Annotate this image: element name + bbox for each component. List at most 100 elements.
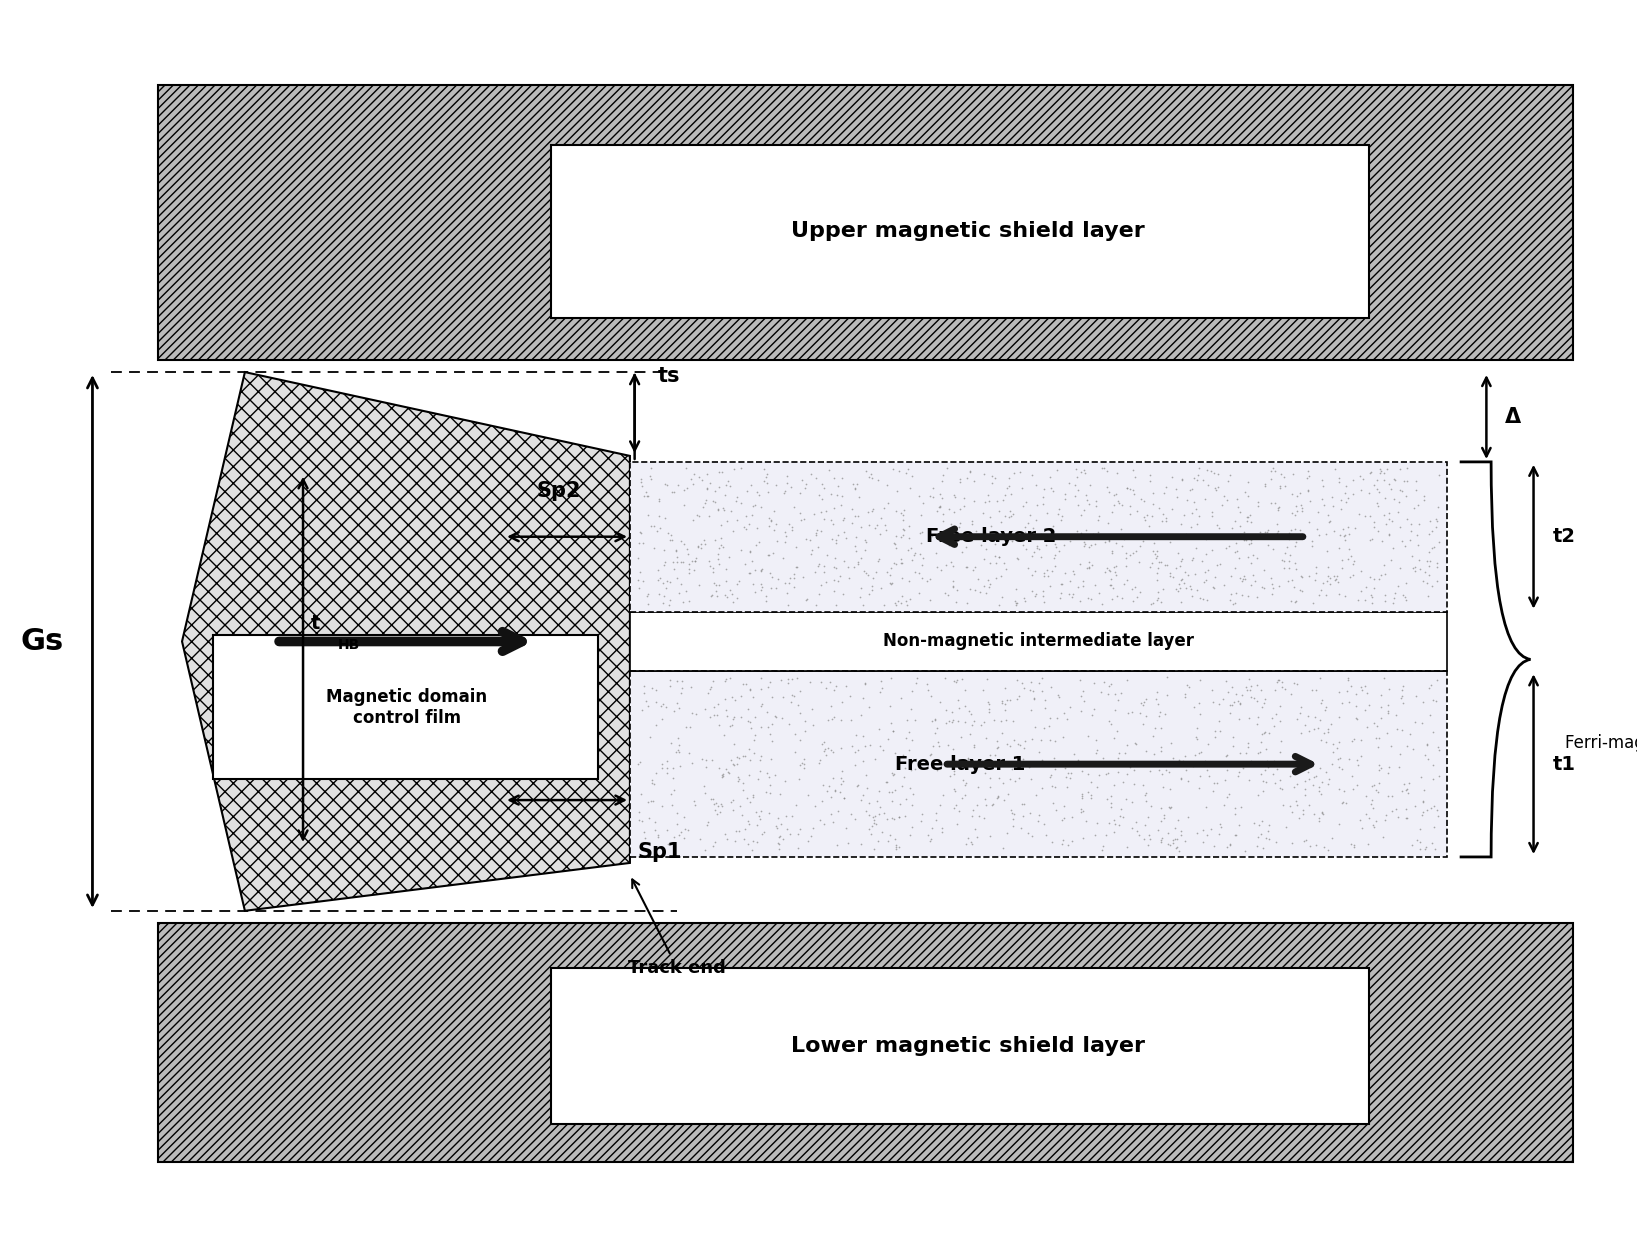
Point xyxy=(781,567,807,587)
Point xyxy=(930,504,956,524)
Point xyxy=(1185,527,1211,547)
Point xyxy=(697,556,724,576)
Point xyxy=(706,575,732,595)
Point xyxy=(702,793,728,813)
Point xyxy=(1098,754,1125,774)
Point xyxy=(1306,812,1333,832)
Point xyxy=(1185,459,1211,479)
Point xyxy=(1236,708,1262,728)
Point xyxy=(1058,763,1084,783)
Point xyxy=(892,464,918,484)
Point xyxy=(640,792,666,812)
Point xyxy=(706,461,732,481)
Point xyxy=(812,501,838,521)
Bar xyxy=(159,923,1573,1162)
Point xyxy=(760,542,786,562)
Point xyxy=(709,764,735,784)
Point xyxy=(1036,468,1062,488)
Point xyxy=(709,537,735,557)
Point xyxy=(927,736,953,756)
Point xyxy=(1072,534,1098,554)
Point xyxy=(745,816,771,835)
Point xyxy=(1300,774,1326,794)
Point xyxy=(1069,701,1095,721)
Point xyxy=(838,710,864,729)
Point xyxy=(1175,677,1202,697)
Point xyxy=(884,591,910,611)
Point xyxy=(1095,763,1121,783)
Point xyxy=(886,461,912,481)
Point xyxy=(1216,834,1242,854)
Point xyxy=(766,839,792,859)
Point xyxy=(1000,809,1026,829)
Point xyxy=(899,537,925,557)
Point xyxy=(1051,535,1077,555)
Point xyxy=(799,826,825,845)
Point xyxy=(787,819,814,839)
Point xyxy=(1352,700,1378,720)
Point xyxy=(1256,821,1282,840)
Point xyxy=(774,670,800,690)
Point xyxy=(818,739,845,759)
Point xyxy=(818,529,845,549)
Point xyxy=(1270,466,1297,486)
Point xyxy=(766,826,792,845)
Point xyxy=(1146,557,1172,577)
Point xyxy=(1023,510,1049,530)
Point xyxy=(1102,683,1128,703)
Point xyxy=(1333,793,1359,813)
Point xyxy=(1202,773,1228,793)
Point xyxy=(1190,589,1216,609)
Point xyxy=(1167,570,1193,590)
Point xyxy=(1020,546,1046,566)
Point xyxy=(797,530,823,550)
Point xyxy=(1121,527,1148,547)
Point xyxy=(1398,530,1424,550)
Point xyxy=(1414,586,1441,606)
Point xyxy=(1367,461,1393,481)
Point xyxy=(1315,840,1341,860)
Point xyxy=(1105,691,1131,711)
Point xyxy=(1267,479,1293,499)
Point xyxy=(1195,525,1221,545)
Point xyxy=(692,493,719,513)
Point xyxy=(1202,721,1228,741)
Point xyxy=(1105,748,1131,768)
Point xyxy=(1360,569,1387,589)
Point xyxy=(643,680,670,700)
Point xyxy=(1336,539,1362,559)
Point xyxy=(1359,585,1385,605)
Point xyxy=(725,771,751,791)
Point xyxy=(838,803,864,823)
Point xyxy=(1393,590,1419,610)
Point xyxy=(1259,494,1285,514)
Point xyxy=(1305,718,1331,738)
Point xyxy=(730,781,756,801)
Point xyxy=(668,683,694,703)
Point xyxy=(1251,722,1277,742)
Point xyxy=(861,567,887,587)
Point xyxy=(1038,708,1064,728)
Point xyxy=(746,485,773,505)
Point xyxy=(1105,586,1131,606)
Point xyxy=(784,824,810,844)
Point xyxy=(1130,715,1156,734)
Point xyxy=(666,734,692,754)
Point xyxy=(1264,514,1290,534)
Point xyxy=(953,712,979,732)
Point xyxy=(1424,571,1450,591)
Point xyxy=(1311,700,1337,720)
Point xyxy=(1169,569,1195,589)
Point xyxy=(1411,744,1437,764)
Point xyxy=(634,691,660,711)
Point xyxy=(638,516,665,536)
Point xyxy=(1249,732,1275,752)
Point xyxy=(1283,559,1310,579)
Point xyxy=(728,806,755,826)
Point xyxy=(941,485,967,505)
Point xyxy=(848,834,874,854)
Point xyxy=(778,692,804,712)
Point xyxy=(984,738,1010,758)
Point xyxy=(997,737,1023,757)
Point xyxy=(1184,823,1210,843)
